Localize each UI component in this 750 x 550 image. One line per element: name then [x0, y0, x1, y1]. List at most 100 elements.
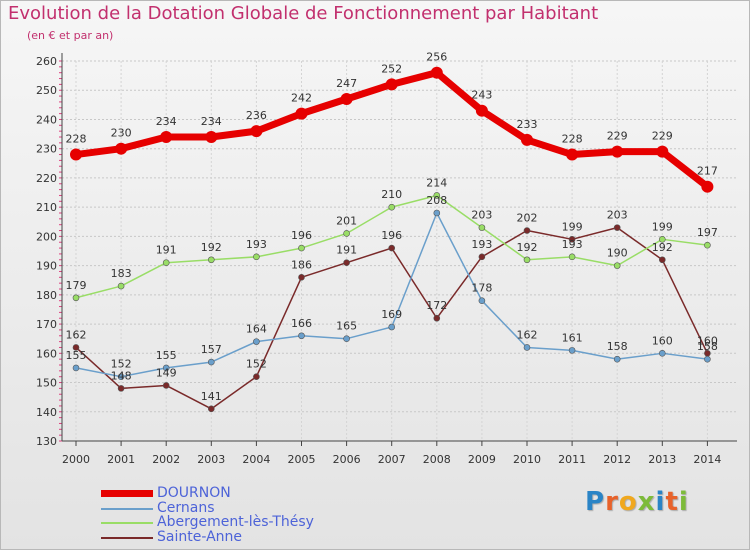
data-point — [117, 385, 125, 392]
data-label: 193 — [562, 238, 583, 251]
data-point — [160, 131, 173, 143]
data-label: 169 — [381, 308, 402, 321]
data-label: 172 — [426, 299, 447, 312]
data-label: 165 — [336, 320, 357, 333]
data-label: 190 — [607, 247, 628, 260]
data-point — [162, 382, 170, 389]
x-tick-label: 2013 — [648, 453, 676, 466]
data-label: 191 — [156, 244, 177, 257]
data-point — [613, 355, 621, 363]
data-label: 160 — [652, 334, 673, 347]
data-point — [658, 350, 666, 357]
data-label: 199 — [562, 220, 583, 233]
y-tick-label: 190 — [36, 260, 57, 273]
data-point — [253, 338, 260, 345]
chart-subtitle: (en € et par an) — [27, 29, 114, 42]
data-point — [613, 224, 621, 231]
y-tick-label: 220 — [36, 172, 57, 185]
x-tick-label: 2000 — [62, 453, 90, 466]
data-point — [162, 259, 170, 266]
data-label: 196 — [291, 229, 312, 242]
logo-letter: i — [678, 487, 689, 517]
data-label: 228 — [66, 133, 87, 146]
y-tick-label: 130 — [36, 435, 57, 448]
data-label: 203 — [471, 209, 492, 222]
data-point — [72, 344, 80, 351]
data-label: 193 — [246, 238, 267, 251]
data-label: 228 — [562, 133, 583, 146]
data-point — [704, 355, 711, 363]
data-label: 160 — [697, 334, 718, 347]
data-label: 256 — [426, 51, 447, 64]
data-point — [388, 244, 396, 252]
data-label: 161 — [562, 331, 583, 344]
x-tick-label: 2009 — [468, 453, 496, 466]
data-label: 202 — [517, 212, 538, 225]
data-label: 192 — [652, 241, 673, 254]
logo-letter: i — [655, 487, 666, 517]
data-point — [568, 253, 576, 261]
data-label: 179 — [66, 279, 87, 292]
data-point — [566, 148, 579, 161]
data-point — [208, 358, 215, 366]
data-label: 203 — [607, 209, 628, 222]
y-tick-label: 160 — [36, 347, 57, 360]
data-point — [611, 145, 624, 158]
y-tick-label: 170 — [36, 318, 57, 331]
data-point — [340, 93, 353, 105]
data-point — [388, 323, 396, 331]
legend-swatch — [101, 522, 153, 524]
legend-label: Sainte-Anne — [157, 528, 243, 545]
data-label: 247 — [336, 77, 357, 90]
data-point — [208, 256, 215, 264]
data-point — [298, 332, 305, 340]
x-tick-label: 2002 — [152, 453, 180, 466]
data-point — [433, 209, 441, 217]
data-label: 158 — [697, 340, 718, 353]
data-label: 149 — [156, 366, 177, 379]
data-point — [162, 364, 170, 372]
data-point — [568, 236, 576, 243]
data-label: 252 — [381, 62, 402, 75]
logo-letter: t — [665, 487, 679, 517]
data-point — [253, 373, 260, 380]
data-label: 217 — [697, 165, 718, 178]
data-label: 148 — [111, 369, 132, 382]
logo-letter: P — [585, 487, 606, 517]
data-label: 230 — [111, 127, 132, 140]
data-label: 196 — [381, 229, 402, 242]
proxiti-logo: Proxiti — [585, 487, 689, 517]
data-label: 243 — [471, 89, 492, 102]
data-label: 242 — [291, 92, 312, 105]
data-point — [656, 145, 669, 158]
data-label: 183 — [111, 267, 132, 280]
legend-label: DOURNON — [157, 485, 231, 501]
data-label: 178 — [471, 282, 492, 295]
x-tick-label: 2010 — [513, 453, 541, 466]
data-label: 199 — [652, 220, 673, 233]
data-label: 164 — [246, 323, 267, 336]
x-tick-label: 2012 — [603, 453, 631, 466]
data-point — [115, 142, 128, 155]
data-point — [475, 104, 488, 117]
x-tick-label: 2005 — [288, 453, 316, 466]
data-point — [523, 344, 531, 351]
data-label: 192 — [517, 241, 538, 254]
data-label: 214 — [426, 176, 447, 189]
x-tick-label: 2004 — [242, 453, 270, 466]
y-tick-label: 150 — [36, 377, 57, 390]
x-tick-label: 2001 — [107, 453, 135, 466]
data-point — [295, 107, 308, 120]
data-label: 158 — [607, 340, 628, 353]
x-tick-label: 2008 — [423, 453, 451, 466]
data-point — [521, 133, 533, 146]
data-point — [385, 78, 398, 91]
legend-swatch — [101, 490, 153, 497]
data-point — [704, 241, 711, 249]
x-tick-label: 2007 — [378, 453, 406, 466]
data-label: 152 — [111, 358, 132, 371]
y-tick-label: 250 — [36, 84, 57, 97]
data-label: 229 — [607, 130, 628, 143]
data-label: 236 — [246, 109, 267, 122]
data-point — [523, 227, 531, 234]
